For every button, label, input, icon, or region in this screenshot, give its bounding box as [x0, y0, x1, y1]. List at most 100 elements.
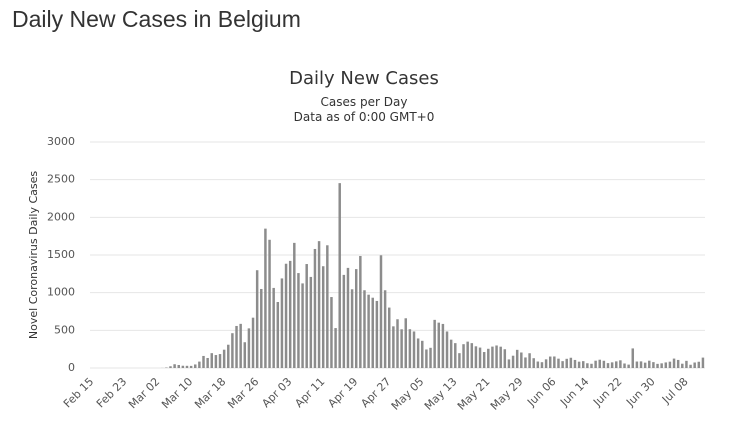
bar [272, 287, 275, 368]
x-tick-label: May 13 [422, 375, 460, 413]
bar [251, 317, 255, 368]
bar [255, 270, 259, 368]
bar [577, 361, 581, 368]
bar [697, 361, 701, 368]
bar [557, 358, 560, 368]
bar [648, 360, 651, 368]
x-tick-label: Mar 18 [192, 375, 228, 411]
bar [520, 352, 523, 368]
x-tick-label: Jun 14 [557, 375, 591, 409]
bar [416, 338, 420, 368]
bar [635, 361, 639, 368]
x-tick-label: May 21 [455, 375, 493, 413]
bar [693, 362, 696, 368]
bar [214, 355, 218, 368]
bar [606, 363, 610, 368]
bar [301, 283, 304, 368]
bar [425, 349, 428, 368]
bar [627, 364, 630, 368]
bar [276, 302, 280, 368]
x-tick-label: Mar 10 [159, 375, 195, 411]
x-tick-label: Jun 30 [623, 375, 657, 409]
bar [346, 267, 350, 368]
y-tick-label: 3000 [47, 135, 75, 148]
bar [615, 361, 618, 368]
bar [561, 361, 564, 368]
bar [507, 359, 511, 368]
bar [458, 353, 461, 368]
bar [491, 346, 494, 368]
bar [239, 323, 242, 368]
bar [260, 288, 263, 368]
chart-title: Daily New Cases [289, 68, 439, 89]
bar [582, 361, 585, 368]
bar [202, 355, 205, 368]
x-tick-label: Feb 23 [94, 375, 129, 410]
bar [412, 331, 416, 368]
bar [354, 269, 358, 368]
bar [198, 361, 201, 368]
bar [586, 363, 589, 368]
bar [553, 356, 556, 368]
bar [569, 357, 573, 368]
y-tick-label: 2000 [47, 210, 75, 223]
bar [334, 328, 337, 368]
bar [363, 290, 366, 368]
x-tick-label: Mar 02 [126, 375, 162, 411]
bar [487, 348, 490, 368]
bar [330, 297, 333, 368]
bar [602, 360, 606, 368]
bar [317, 241, 321, 368]
bar [235, 325, 238, 368]
x-tick-label: Apr 03 [259, 375, 294, 410]
bar [652, 362, 655, 368]
bar [379, 255, 383, 368]
x-tick-label: May 05 [389, 375, 427, 413]
bar [371, 297, 374, 368]
bar [445, 331, 449, 368]
x-tick-label: Jul 08 [659, 375, 691, 407]
x-tick-label: Jun 22 [590, 375, 624, 409]
bar [643, 362, 647, 368]
bar [454, 343, 457, 368]
bar [293, 242, 296, 368]
bar [631, 348, 635, 368]
page-title: Daily New Cases in Belgium [12, 6, 301, 32]
bar [375, 300, 379, 368]
bar [594, 360, 597, 368]
bar [177, 364, 180, 368]
bar [181, 365, 185, 368]
y-tick-label: 1500 [47, 248, 75, 261]
bar [499, 346, 502, 368]
bar [433, 319, 436, 368]
bar [227, 344, 230, 368]
chart-subtitle: Cases per Day [321, 95, 408, 109]
bar [540, 362, 544, 368]
bar [449, 339, 453, 368]
bar [404, 318, 407, 368]
bar [367, 294, 370, 368]
bar [619, 360, 622, 368]
bar [383, 290, 387, 368]
bar [338, 183, 341, 368]
bar [350, 289, 354, 368]
bar [524, 357, 527, 368]
bar [681, 363, 684, 368]
bar [639, 361, 643, 368]
bar [297, 273, 300, 368]
bar [441, 323, 445, 368]
bar [565, 358, 568, 368]
bar [288, 260, 292, 368]
y-tick-label: 2500 [47, 173, 75, 186]
chart-subtitle: Data as of 0:00 GMT+0 [294, 110, 435, 124]
bar [194, 364, 197, 368]
bar [392, 326, 395, 368]
bar [511, 355, 515, 368]
bar [598, 359, 601, 368]
bar [185, 365, 189, 368]
x-tick-label: Apr 11 [292, 375, 327, 410]
bar [342, 274, 346, 368]
bar [462, 344, 465, 368]
bar [482, 352, 486, 368]
